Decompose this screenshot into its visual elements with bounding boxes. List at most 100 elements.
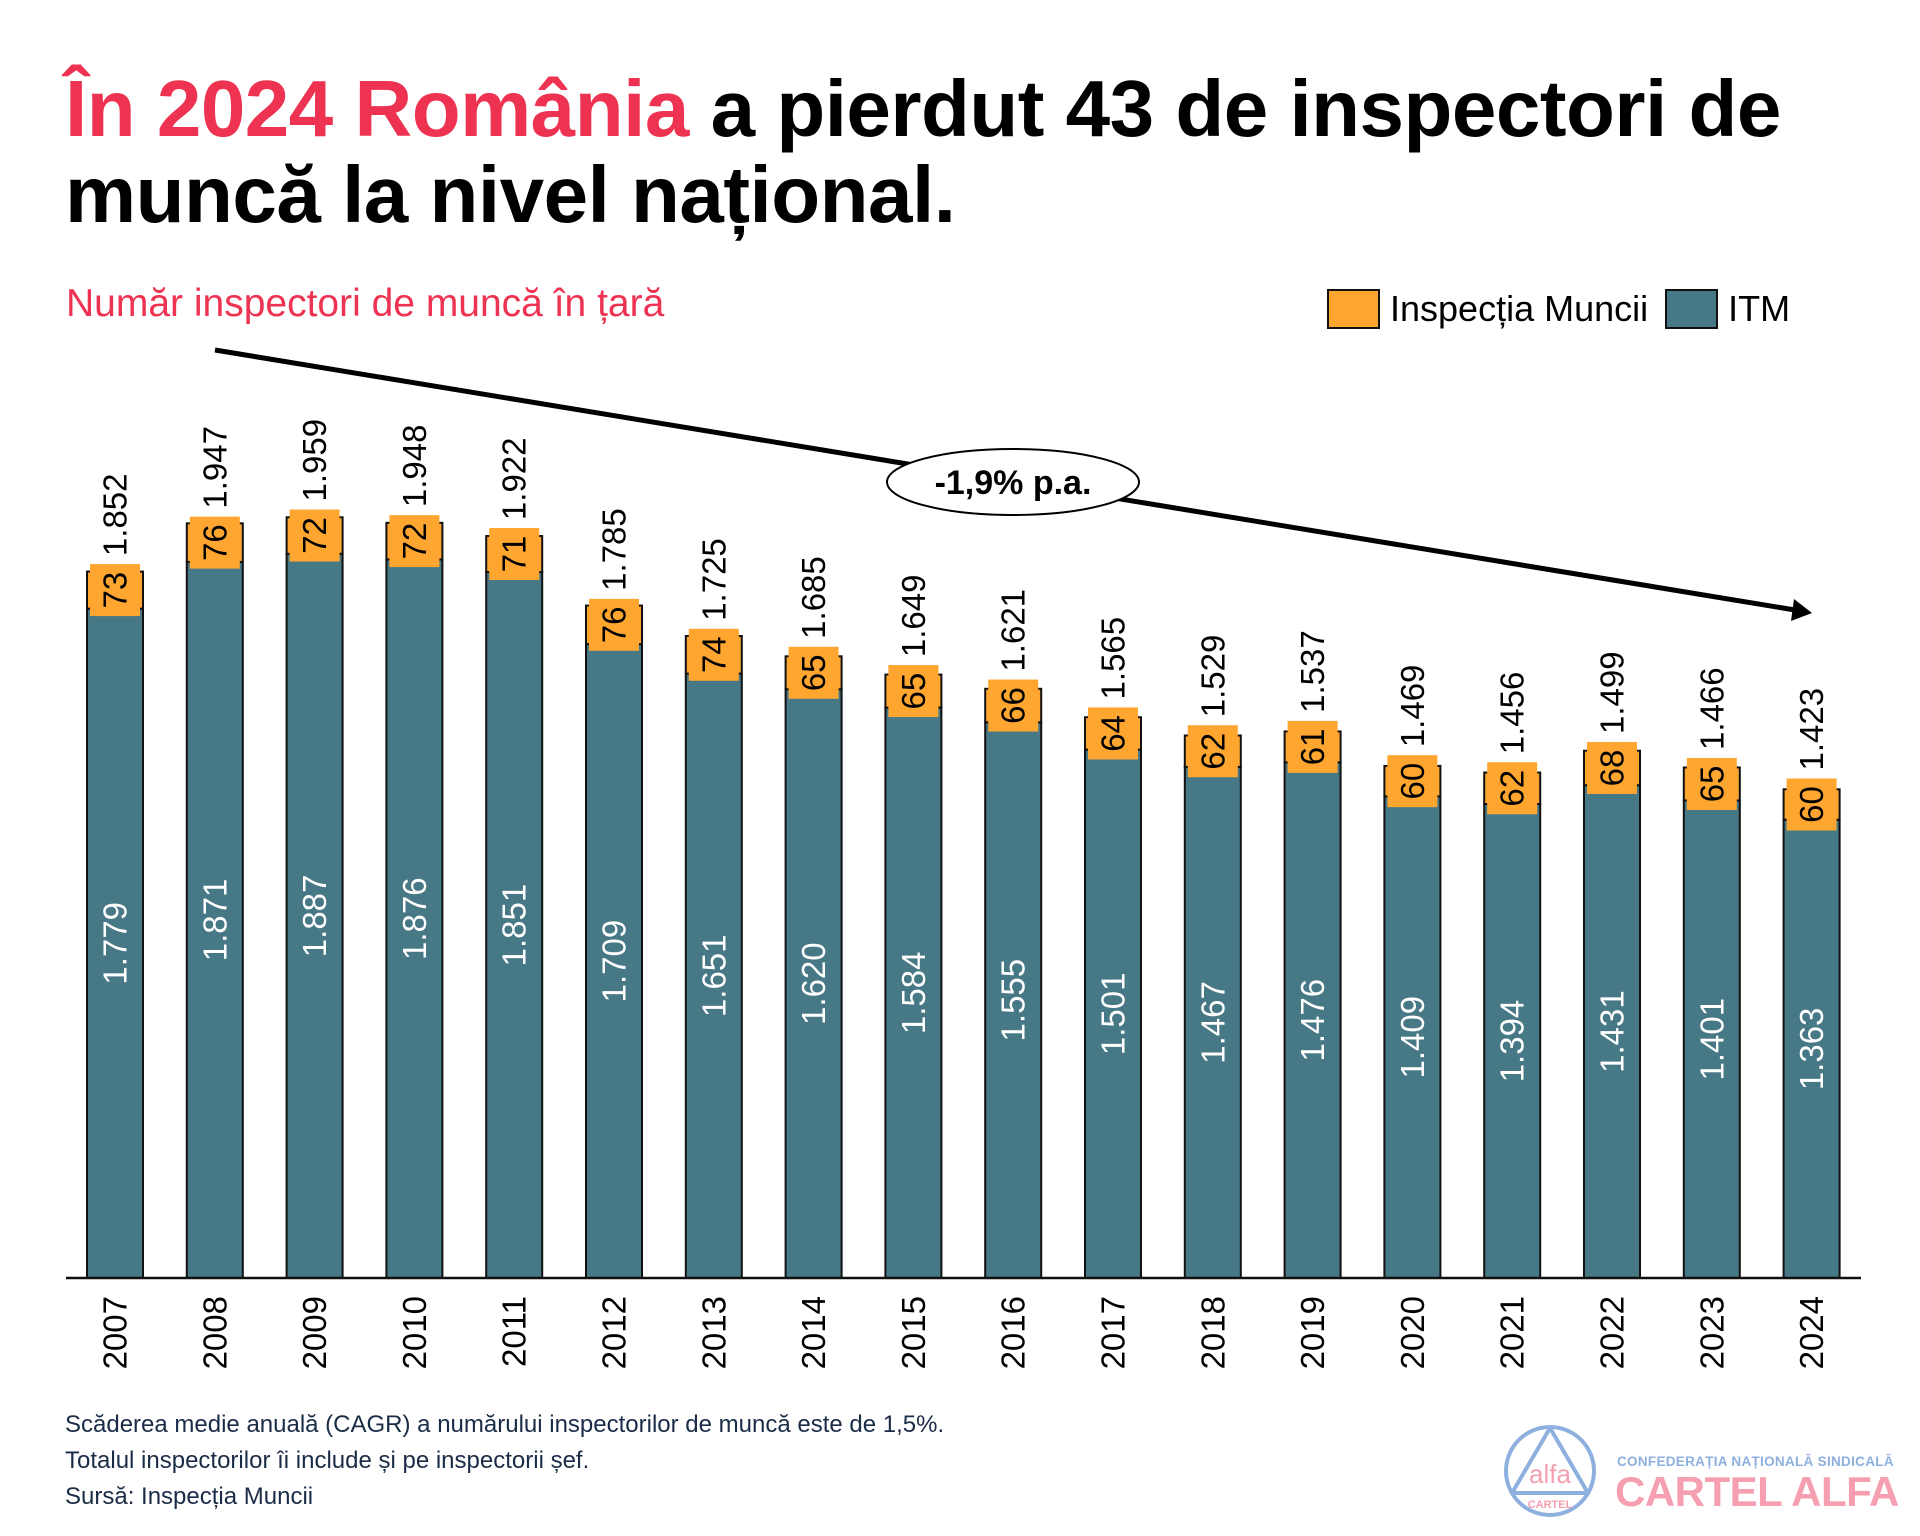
data-label-itm: 1.431 xyxy=(1594,990,1631,1073)
data-label-inspectia-muncii: 68 xyxy=(1594,750,1631,787)
legend-label: ITM xyxy=(1728,288,1791,329)
logo-cartel-text: CARTEL xyxy=(1528,1499,1573,1511)
data-label-box-inspectia-muncii xyxy=(489,528,540,581)
bar-group-2022: 1.431 68 1.499 xyxy=(1583,651,1641,1280)
chart-legend: Inspecția Muncii ITM xyxy=(1327,287,1807,331)
data-label-total: 1.456 xyxy=(1494,672,1531,755)
data-label-box-inspectia-muncii xyxy=(1187,725,1238,778)
bar-group-2017: 1.501 64 1.565 xyxy=(1084,617,1142,1279)
data-label-inspectia-muncii: 64 xyxy=(1095,715,1132,752)
x-tick-label: 2009 xyxy=(296,1296,333,1369)
data-label-inspectia-muncii: 65 xyxy=(895,673,932,710)
bar-group-2007: 1.779 73 1.852 xyxy=(86,473,144,1279)
footer-notes: Scăderea medie anuală (CAGR) a numărului… xyxy=(65,1407,944,1515)
data-label-inspectia-muncii: 73 xyxy=(97,572,134,609)
data-label-total: 1.948 xyxy=(396,425,433,508)
data-label-total: 1.621 xyxy=(995,589,1032,672)
data-label-inspectia-muncii: 62 xyxy=(1194,733,1231,770)
data-label-itm: 1.871 xyxy=(196,879,233,962)
bar-group-2019: 1.476 61 1.537 xyxy=(1283,630,1342,1279)
legend-swatch-inspectia-muncii xyxy=(1327,289,1380,329)
bar-itm-2011 xyxy=(485,571,544,1279)
data-label-box-inspectia-muncii xyxy=(389,515,440,568)
data-label-total: 1.685 xyxy=(795,556,832,639)
data-label-total: 1.537 xyxy=(1294,630,1331,713)
bar-group-2013: 1.651 74 1.725 xyxy=(684,538,743,1279)
footer-note-cagr: Scăderea medie anuală (CAGR) a numărului… xyxy=(65,1411,945,1438)
bar-group-2008: 1.871 76 1.947 xyxy=(185,426,244,1279)
data-label-box-inspectia-muncii xyxy=(888,665,939,718)
bar-group-2018: 1.467 62 1.529 xyxy=(1183,635,1242,1279)
data-label-itm: 1.363 xyxy=(1793,1008,1830,1091)
bar-group-2015: 1.584 65 1.649 xyxy=(884,574,943,1279)
trend-arrow-head xyxy=(1791,599,1812,621)
data-label-total: 1.469 xyxy=(1394,665,1431,748)
x-tick-label: 2008 xyxy=(196,1296,233,1369)
bar-itm-2015 xyxy=(884,706,943,1279)
data-label-itm: 1.709 xyxy=(596,920,633,1003)
data-label-box-inspectia-muncii xyxy=(289,509,340,562)
data-label-inspectia-muncii: 76 xyxy=(196,524,233,561)
x-tick-label: 2022 xyxy=(1594,1296,1631,1369)
title-rest: a pierdut 43 de inspectori de muncă la n… xyxy=(65,64,1781,239)
x-tick-label: 2019 xyxy=(1294,1296,1331,1369)
data-label-inspectia-muncii: 65 xyxy=(1693,766,1730,803)
data-label-inspectia-muncii: 62 xyxy=(1494,770,1531,807)
bar-itm-2021 xyxy=(1483,802,1542,1279)
logo-brand: CARTEL ALFA xyxy=(1615,1468,1899,1515)
bar-group-2016: 1.555 66 1.621 xyxy=(984,589,1043,1279)
data-label-itm: 1.476 xyxy=(1294,979,1331,1062)
data-label-itm: 1.467 xyxy=(1194,981,1231,1064)
bar-itm-2022 xyxy=(1583,784,1641,1280)
data-label-itm: 1.555 xyxy=(995,959,1032,1042)
bar-itm-2024 xyxy=(1782,818,1841,1279)
logo-tagline: CONFEDERAȚIA NAȚIONALĂ SINDICALĂ xyxy=(1617,1454,1894,1469)
data-label-box-inspectia-muncii xyxy=(688,628,739,681)
data-label-itm: 1.779 xyxy=(97,902,134,985)
data-label-inspectia-muncii: 66 xyxy=(995,687,1032,724)
data-label-box-inspectia-muncii xyxy=(1587,741,1637,794)
logo-alfa-text: alfa xyxy=(1529,1459,1571,1489)
data-label-box-inspectia-muncii xyxy=(189,516,240,569)
data-label-itm: 1.876 xyxy=(396,877,433,960)
x-tick-label: 2015 xyxy=(895,1296,932,1369)
chart-subtitle: Număr inspectori de muncă în țară xyxy=(66,282,665,325)
bar-itm-2014 xyxy=(784,688,843,1279)
data-label-box-inspectia-muncii xyxy=(1088,707,1138,760)
x-tick-label: 2012 xyxy=(596,1296,633,1369)
data-label-total: 1.423 xyxy=(1793,688,1830,771)
x-tick-label: 2013 xyxy=(695,1296,732,1369)
data-label-inspectia-muncii: 72 xyxy=(296,517,333,554)
data-label-total: 1.499 xyxy=(1594,651,1631,734)
bar-group-2023: 1.401 65 1.466 xyxy=(1682,667,1741,1279)
bars-layer: 1.779 73 1.852 1.871 76 1.947 1.887 72 1.959 1.87… xyxy=(86,419,1841,1280)
x-tick-labels: 2007 2008 2009 2010 2011 2012 2013 2014 2015 2016… xyxy=(97,1296,1831,1369)
data-label-box-inspectia-muncii xyxy=(988,679,1039,732)
data-label-total: 1.529 xyxy=(1194,635,1231,718)
data-label-inspectia-muncii: 60 xyxy=(1793,786,1830,823)
bar-group-2020: 1.409 60 1.469 xyxy=(1383,665,1442,1279)
data-label-itm: 1.401 xyxy=(1693,998,1730,1081)
data-label-itm: 1.851 xyxy=(496,884,533,967)
data-label-box-inspectia-muncii xyxy=(589,598,639,651)
bar-itm-2016 xyxy=(984,721,1043,1279)
title-highlight: În 2024 România xyxy=(65,64,689,153)
data-label-inspectia-muncii: 60 xyxy=(1394,763,1431,800)
cartel-alfa-logo: alfa CARTEL CONFEDERAȚIA NAȚIONALĂ SINDI… xyxy=(1500,1420,1899,1525)
legend-item-itm: ITM xyxy=(1665,288,1790,330)
bar-itm-2023 xyxy=(1682,799,1741,1279)
data-label-inspectia-muncii: 72 xyxy=(396,523,433,560)
data-label-itm: 1.584 xyxy=(895,951,932,1034)
data-label-total: 1.725 xyxy=(695,538,732,621)
data-label-box-inspectia-muncii xyxy=(1686,757,1737,810)
data-label-itm: 1.394 xyxy=(1494,1000,1531,1083)
x-tick-label: 2024 xyxy=(1793,1296,1830,1369)
page-title: În 2024 România a pierdut 43 de inspecto… xyxy=(65,66,1895,238)
x-tick-label: 2010 xyxy=(396,1296,433,1369)
data-label-inspectia-muncii: 76 xyxy=(596,606,633,643)
data-label-total: 1.785 xyxy=(596,508,633,591)
footer-note-chief-inspectors: Totalul inspectorilor îi include și pe i… xyxy=(65,1447,590,1474)
bar-group-2012: 1.709 76 1.785 xyxy=(585,508,643,1279)
data-label-itm: 1.620 xyxy=(795,942,832,1025)
data-label-itm: 1.501 xyxy=(1095,973,1132,1056)
